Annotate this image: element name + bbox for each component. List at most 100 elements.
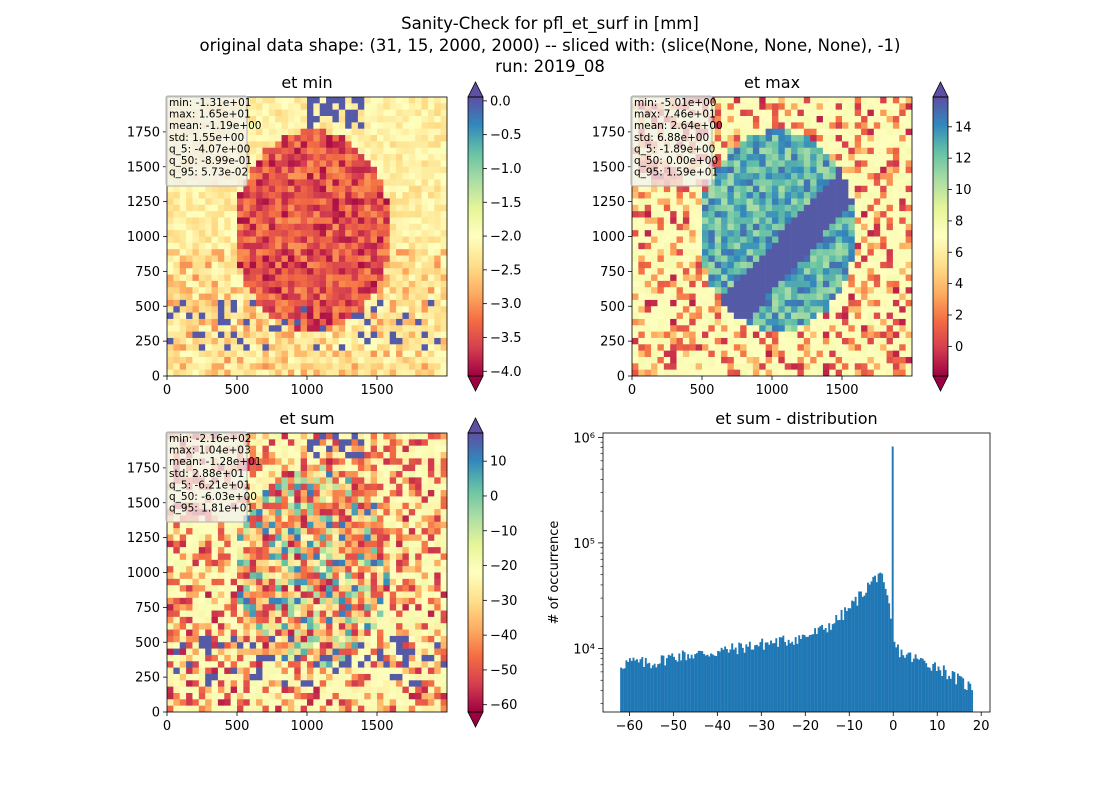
heatmap-cell — [638, 318, 646, 326]
heatmap-cell — [268, 439, 276, 446]
heatmap-cell — [294, 344, 301, 351]
heatmap-cell — [632, 249, 639, 256]
heatmap-cell — [167, 242, 174, 250]
heatmap-cell — [275, 312, 282, 320]
heatmap-cell — [886, 116, 894, 123]
heatmap-cell — [275, 179, 282, 187]
heatmap-cell — [338, 173, 346, 180]
heatmap-cell — [268, 515, 276, 523]
y-tick-label: 500 — [135, 300, 160, 315]
heatmap-cell — [364, 223, 371, 231]
heatmap-cell — [332, 331, 340, 339]
heatmap-cell — [721, 185, 728, 193]
heatmap-cell — [682, 363, 690, 370]
heatmap-cell — [695, 299, 703, 307]
heatmap-cell — [338, 369, 346, 377]
heatmap-cell — [899, 204, 906, 212]
heatmap-cell — [708, 192, 716, 199]
heatmap-cell — [632, 255, 639, 263]
heatmap-cell — [695, 306, 703, 313]
heatmap-cell — [632, 192, 639, 199]
heatmap-cell — [765, 223, 773, 231]
heatmap-cell — [765, 97, 773, 104]
heatmap-cell — [256, 230, 263, 237]
stats-box-background — [165, 95, 248, 187]
heatmap-cell — [173, 528, 181, 535]
heatmap-cell — [829, 306, 836, 313]
heatmap-cell — [256, 534, 263, 542]
heatmap-cell — [287, 141, 295, 149]
heatmap-cell — [275, 477, 282, 485]
heatmap-cell — [332, 337, 340, 345]
heatmap-cell — [294, 452, 301, 459]
heatmap-cell — [300, 369, 308, 377]
heatmap-cell — [211, 217, 219, 225]
heatmap-cell — [880, 192, 887, 199]
heatmap-cell — [854, 211, 862, 218]
heatmap-cell — [294, 496, 301, 504]
heatmap-cell — [415, 540, 422, 548]
heatmap-cell — [632, 299, 639, 307]
heatmap-cell — [791, 318, 798, 326]
heatmap-cell — [351, 122, 359, 129]
heatmap-cell — [797, 103, 805, 110]
heatmap-cell — [179, 306, 187, 313]
heatmap-cell — [230, 566, 238, 573]
heatmap-cell — [746, 299, 754, 307]
heatmap-cell — [829, 147, 836, 155]
heatmap-cell — [778, 217, 786, 225]
heatmap-cell — [383, 103, 391, 110]
heatmap-cell — [281, 318, 289, 326]
heatmap-cell — [357, 464, 365, 472]
heatmap-cell — [338, 528, 346, 535]
heatmap-cell — [224, 553, 231, 561]
heatmap-cell — [186, 242, 193, 250]
heatmap-cell — [345, 433, 352, 440]
heatmap-cell — [708, 230, 716, 237]
heatmap-cell — [370, 433, 378, 440]
heatmap-cell — [892, 198, 900, 206]
heatmap-cell — [249, 185, 257, 193]
heatmap-cell — [816, 97, 824, 104]
heatmap-cell — [217, 325, 225, 332]
heatmap-cell — [835, 230, 843, 237]
heatmap-cell — [338, 236, 346, 244]
heatmap-cell — [740, 369, 747, 377]
heatmap-cell — [364, 173, 371, 180]
heatmap-cell — [784, 160, 792, 168]
heatmap-cell — [778, 363, 786, 370]
heatmap-cell — [300, 242, 308, 250]
heatmap-cell — [357, 141, 365, 149]
heatmap-cell — [867, 356, 875, 364]
heatmap-cell — [638, 287, 646, 294]
heatmap-cell — [638, 350, 646, 358]
heatmap-cell — [275, 255, 282, 263]
heatmap-cell — [434, 452, 441, 459]
heatmap-cell — [351, 325, 359, 332]
heatmap-cell — [810, 116, 817, 123]
heatmap-cell — [899, 318, 906, 326]
heatmap-cell — [676, 299, 684, 307]
heatmap-cell — [396, 515, 403, 523]
heatmap-cell — [338, 179, 346, 187]
heatmap-cell — [421, 261, 429, 269]
heatmap-cell — [205, 217, 212, 225]
heatmap-cell — [300, 483, 308, 491]
heatmap-cell — [415, 103, 422, 110]
heatmap-cell — [377, 204, 384, 212]
heatmap-cell — [415, 325, 422, 332]
heatmap-cell — [179, 312, 187, 320]
heatmap-cell — [268, 135, 276, 142]
heatmap-cell — [402, 223, 410, 231]
heatmap-cell — [440, 483, 448, 491]
heatmap-cell — [663, 230, 671, 237]
heatmap-cell — [848, 268, 856, 275]
heatmap-cell — [357, 147, 365, 155]
heatmap-cell — [256, 154, 263, 161]
heatmap-cell — [759, 179, 766, 187]
heatmap-cell — [262, 135, 270, 142]
heatmap-cell — [275, 369, 282, 377]
heatmap-cell — [721, 154, 728, 161]
heatmap-cell — [319, 515, 327, 523]
heatmap-cell — [721, 160, 728, 168]
